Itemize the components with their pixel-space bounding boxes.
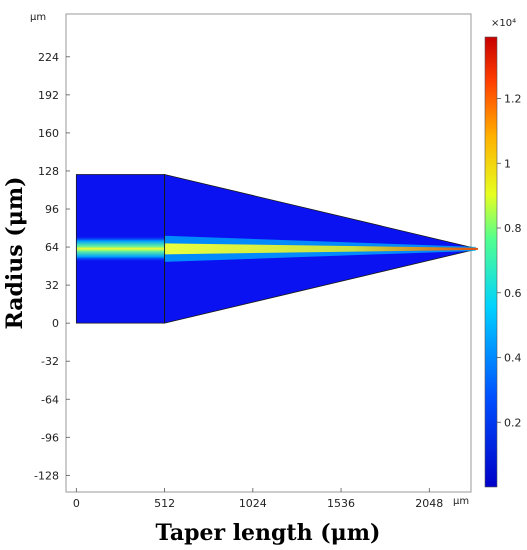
y-tick-label: 128 (38, 165, 59, 178)
y-tick-label: 0 (52, 317, 59, 330)
x-unit-label: μm (453, 496, 469, 507)
colorbar-tick-label: 0.8 (504, 222, 522, 235)
y-axis-ticks: 224 192 160 128 96 64 32 0 -32 -64 -96 -128 (34, 51, 70, 482)
y-tick-label: 64 (45, 241, 59, 254)
y-tick-label: -128 (34, 469, 59, 482)
y-axis-title: Radius (μm) (2, 176, 28, 329)
y-tick-label: -32 (41, 355, 59, 368)
x-tick-label: 1536 (327, 497, 355, 510)
colorbar-tick-label: 1.2 (504, 93, 522, 106)
field-map (75, 174, 478, 324)
x-axis-title: Taper length (μm) (156, 520, 381, 546)
y-tick-label: -64 (41, 393, 59, 406)
colorbar-tick-label: 0.6 (504, 287, 522, 300)
colorbar-multiplier: ×10⁴ (491, 18, 516, 29)
x-tick-label: 1024 (239, 497, 267, 510)
x-tick-label: 512 (154, 497, 175, 510)
x-tick-label: 2048 (415, 497, 443, 510)
core-mode-taper (164, 243, 478, 255)
x-axis-ticks: 0 512 1024 1536 2048 (73, 488, 443, 510)
colorbar-tick-label: 1 (504, 157, 511, 170)
x-tick-label: 0 (73, 497, 80, 510)
colorbar-tick-label: 0.4 (504, 352, 522, 365)
colorbar-ticks: 0.2 0.4 0.6 0.8 1 1.2 (497, 93, 522, 429)
colorbar (484, 36, 498, 488)
plot-frame (65, 13, 472, 493)
core-mode-straight (76, 235, 165, 262)
y-tick-label: 96 (45, 203, 59, 216)
y-tick-label: 32 (45, 279, 59, 292)
y-tick-label: 160 (38, 127, 59, 140)
y-tick-label: 192 (38, 89, 59, 102)
y-tick-label: 224 (38, 51, 59, 64)
y-tick-label: -96 (41, 431, 59, 444)
colorbar-tick-label: 0.2 (504, 416, 522, 429)
y-unit-label: μm (30, 12, 46, 23)
